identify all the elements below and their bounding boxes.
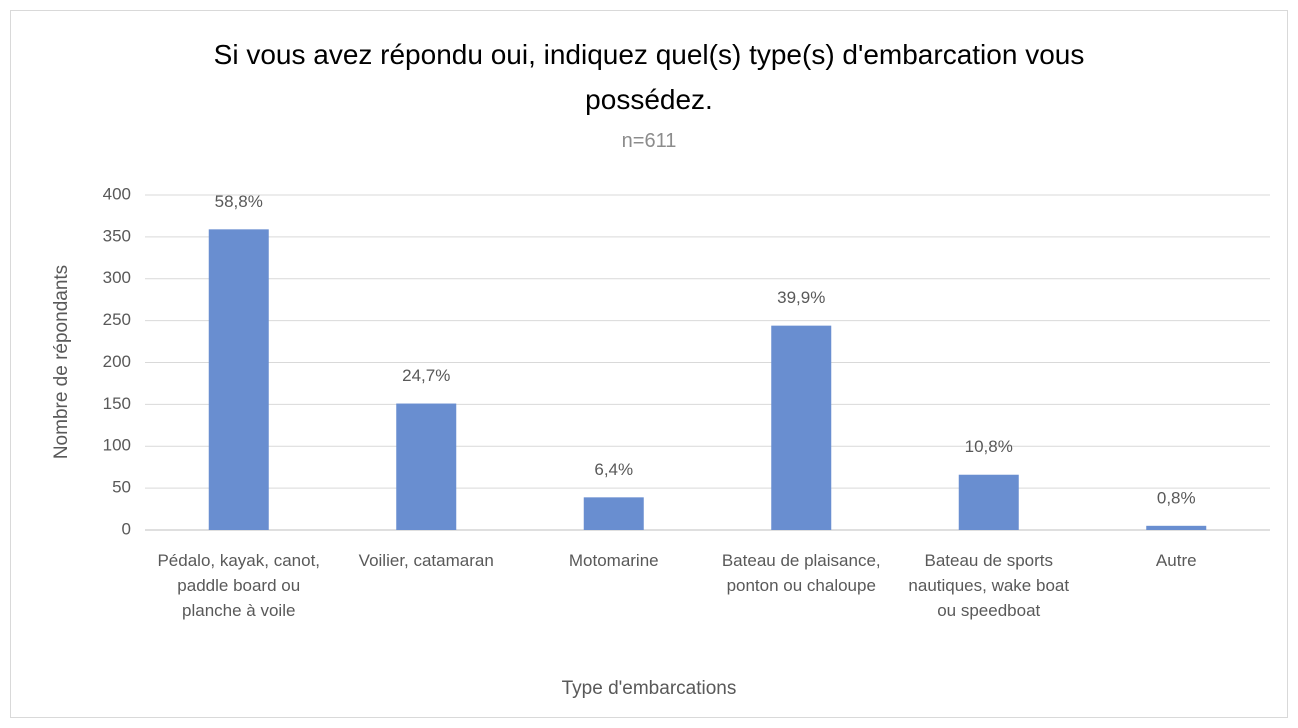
chart-subtitle: n=611 xyxy=(621,130,677,152)
y-tick-label: 0 xyxy=(122,519,131,538)
data-label: 39,9% xyxy=(777,288,825,307)
bar xyxy=(1146,525,1207,530)
x-tick-label: Bateau de plaisance, ponton ou chaloupe xyxy=(721,551,881,595)
chart-title: Si vous avez répondu oui, indiquez quel(… xyxy=(213,39,1085,115)
x-axis-title: Type d'embarcations xyxy=(561,678,737,699)
bar xyxy=(396,403,457,530)
y-tick-label: 50 xyxy=(112,478,131,497)
bar xyxy=(958,474,1019,530)
data-label: 24,7% xyxy=(402,366,450,385)
data-label: 10,8% xyxy=(965,437,1013,456)
x-tick-label: Motomarine xyxy=(568,551,659,570)
y-tick-label: 350 xyxy=(103,226,131,245)
bar xyxy=(208,229,269,530)
bar xyxy=(771,325,832,530)
y-tick-label: 300 xyxy=(103,268,131,287)
y-axis-title: Nombre de répondants xyxy=(51,265,72,459)
x-tick-label: Pédalo, kayak, canot, paddle board ou pl… xyxy=(157,551,321,620)
data-label: 6,4% xyxy=(594,460,633,479)
data-label: 0,8% xyxy=(1157,488,1196,507)
y-tick-label: 250 xyxy=(103,310,131,329)
y-tick-label: 200 xyxy=(103,352,131,371)
bar xyxy=(583,497,644,530)
x-tick-label: Autre xyxy=(1155,551,1197,570)
y-tick-label: 400 xyxy=(103,184,131,203)
x-tick-label: Bateau de sports nautiques, wake boat ou… xyxy=(908,551,1070,620)
y-tick-label: 100 xyxy=(103,436,131,455)
data-label: 58,8% xyxy=(215,192,263,211)
x-tick-label: Voilier, catamaran xyxy=(358,551,494,570)
y-tick-label: 150 xyxy=(103,394,131,413)
